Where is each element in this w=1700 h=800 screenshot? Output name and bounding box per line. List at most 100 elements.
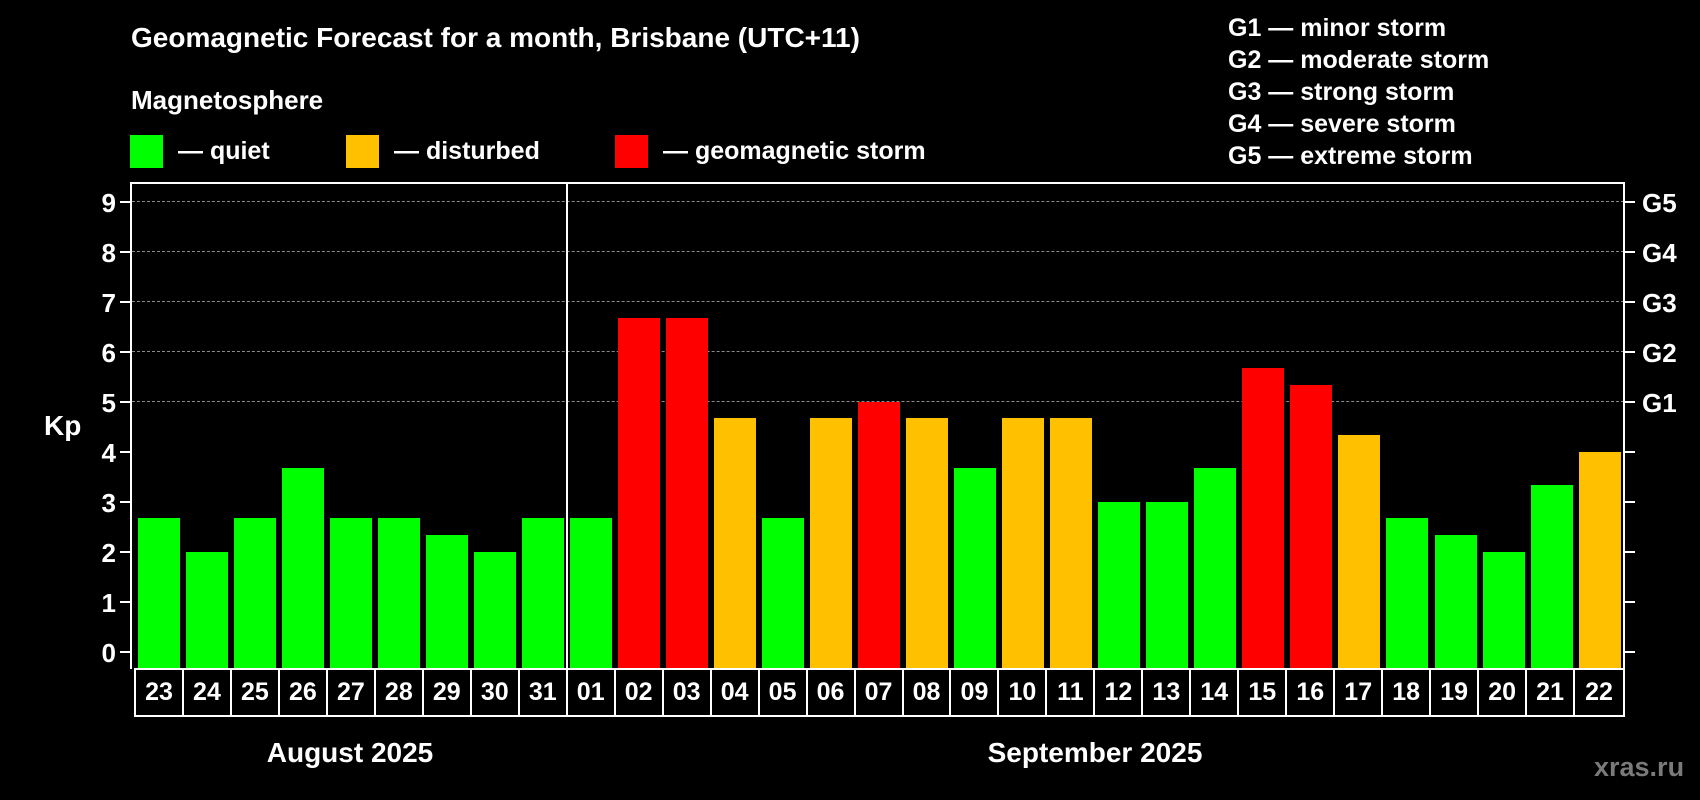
- day-label: 23: [136, 670, 184, 715]
- bar-29: [425, 535, 468, 669]
- y-tick-label: 1: [101, 587, 116, 618]
- y-tick-label: 9: [101, 187, 116, 218]
- y-tick: [120, 350, 131, 353]
- y-tick: [120, 400, 131, 403]
- y-tick: [120, 450, 131, 453]
- storm-scale-list: G1 — minor storm G2 — moderate storm G3 …: [1228, 12, 1489, 172]
- day-label: 19: [1431, 670, 1480, 715]
- y-tick-right: [1625, 600, 1635, 603]
- day-label: 09: [951, 670, 1000, 715]
- storm-scale-item: G1 — minor storm: [1228, 14, 1447, 42]
- day-label: 16: [1287, 670, 1336, 715]
- bar-09: [954, 468, 997, 669]
- day-label: 08: [904, 670, 952, 715]
- day-label: 26: [280, 670, 328, 715]
- y-tick-right: [1625, 400, 1635, 403]
- legend-label: — quiet: [178, 136, 270, 165]
- day-label: 24: [184, 670, 232, 715]
- bar-17: [1338, 435, 1381, 669]
- bar-02: [618, 318, 660, 669]
- bar-12: [1098, 501, 1141, 669]
- storm-scale-item: G2 — moderate storm: [1228, 46, 1490, 74]
- bar-27: [329, 518, 372, 669]
- legend-swatch: [130, 134, 163, 168]
- storm-level-label: G2: [1642, 337, 1677, 368]
- y-tick-right: [1625, 550, 1635, 553]
- bar-22: [1578, 451, 1621, 669]
- y-tick: [120, 200, 131, 203]
- y-tick: [120, 650, 131, 653]
- y-axis-label: Kp: [44, 410, 82, 441]
- day-label: 17: [1335, 670, 1384, 715]
- day-label: 25: [232, 670, 280, 715]
- y-tick-right: [1625, 250, 1635, 253]
- bar-28: [377, 518, 420, 669]
- day-label: 22: [1585, 678, 1613, 706]
- legend-item: — disturbed: [346, 134, 540, 168]
- y-tick-label: 8: [101, 237, 116, 268]
- bar-01: [569, 518, 612, 669]
- y-tick: [120, 250, 131, 253]
- day-label: 27: [328, 670, 376, 715]
- day-label: 10: [999, 670, 1048, 715]
- bar-06: [810, 418, 853, 669]
- day-label: 28: [376, 670, 424, 715]
- y-tick-label: 3: [101, 487, 116, 518]
- day-label: 20: [1479, 670, 1528, 715]
- y-tick-right: [1625, 300, 1635, 303]
- storm-level-label: G4: [1642, 237, 1677, 268]
- bar-30: [473, 551, 516, 669]
- y-tick: [120, 600, 131, 603]
- bar-16: [1290, 385, 1333, 669]
- legend-swatch: [346, 134, 379, 168]
- storm-level-label: G5: [1642, 187, 1677, 218]
- bar-04: [714, 418, 757, 669]
- bar-31: [521, 518, 564, 669]
- x-axis-day-labels: 23 24 25 26 27 28 29 30 31 01 02 03 04 05 06 07 08 09 10 11…: [134, 668, 1625, 717]
- gridline: [132, 251, 1624, 253]
- month-label: August 2025: [266, 737, 434, 768]
- storm-level-label: G1: [1642, 387, 1677, 418]
- day-label: 13: [1143, 670, 1192, 715]
- day-label: 30: [472, 670, 520, 715]
- y-tick: [120, 300, 131, 303]
- storm-scale-item: G3 — strong storm: [1228, 78, 1455, 106]
- day-label: 01: [568, 670, 616, 715]
- y-tick-label: 0: [101, 637, 116, 668]
- bar-21: [1530, 485, 1573, 669]
- day-label: 11: [1047, 670, 1096, 715]
- gridline: [132, 301, 1624, 303]
- bar-14: [1194, 468, 1237, 669]
- bar-25: [233, 518, 276, 669]
- bar-07: [858, 401, 901, 669]
- bar-20: [1482, 551, 1525, 669]
- day-label: 02: [616, 670, 664, 715]
- legend-item: — quiet: [130, 134, 270, 168]
- bar-18: [1386, 518, 1429, 669]
- day-label: 14: [1191, 670, 1240, 715]
- legend-swatch: [615, 134, 648, 168]
- day-label: 15: [1239, 670, 1288, 715]
- y-tick-right: [1625, 450, 1635, 453]
- day-label: 03: [664, 670, 712, 715]
- day-label: 04: [712, 670, 760, 715]
- bar-24: [185, 551, 228, 669]
- month-label: September 2025: [987, 737, 1203, 768]
- day-label: 18: [1383, 670, 1432, 715]
- day-label: 05: [760, 670, 808, 715]
- y-tick-right: [1625, 500, 1635, 503]
- y-tick-right: [1625, 650, 1635, 653]
- bar-13: [1146, 501, 1189, 669]
- y-tick-label: 7: [101, 287, 116, 318]
- y-tick-label: 2: [101, 537, 116, 568]
- storm-scale-item: G4 — severe storm: [1228, 110, 1456, 138]
- y-tick-label: 6: [101, 337, 116, 368]
- storm-level-label: G3: [1642, 287, 1677, 318]
- bar-19: [1434, 535, 1477, 669]
- bar-05: [762, 518, 805, 669]
- y-tick-label: 4: [101, 437, 116, 468]
- day-label: 29: [424, 670, 472, 715]
- day-label: 07: [856, 670, 904, 715]
- bar-10: [1002, 418, 1045, 669]
- legend-item: — geomagnetic storm: [615, 134, 926, 168]
